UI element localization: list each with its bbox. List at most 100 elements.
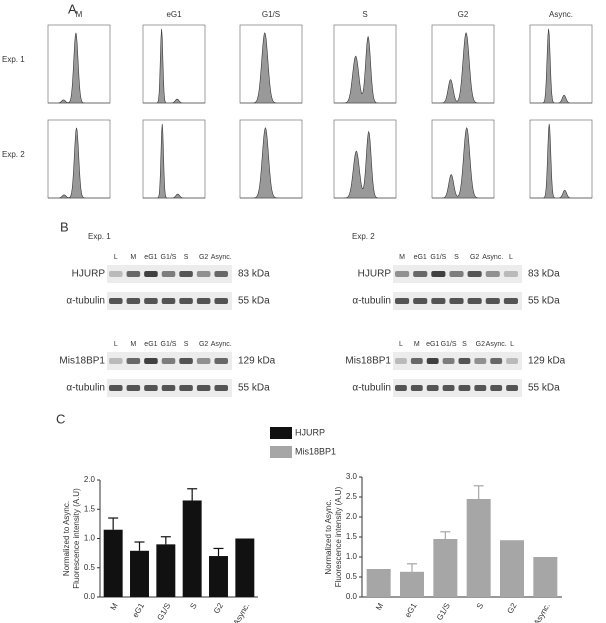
column-label: G1/S	[262, 10, 280, 19]
y-tick-label: 1.5	[346, 532, 358, 541]
lane-label: Async.	[482, 254, 503, 261]
band	[467, 298, 482, 304]
band	[161, 271, 176, 277]
band	[474, 385, 487, 391]
lane-label: L	[509, 254, 513, 261]
x-tick-label: Async.	[232, 602, 252, 623]
lane-label: Async.	[211, 341, 232, 348]
lane-label: G1/S	[161, 254, 177, 261]
y-tick-label: 0.0	[84, 592, 96, 601]
lane-label: M	[130, 341, 136, 348]
band	[503, 298, 518, 304]
band	[144, 358, 158, 364]
x-tick-label: G2	[505, 601, 518, 615]
x-tick-label: eG1	[403, 601, 419, 619]
lane-label: S	[184, 254, 189, 261]
panel-label: C	[56, 411, 65, 426]
histogram-frame	[142, 24, 206, 104]
lane-label: M	[414, 341, 420, 348]
band	[506, 385, 518, 391]
band	[179, 298, 193, 304]
legend-label: Mis18BP1	[295, 446, 336, 456]
bar	[182, 500, 202, 597]
band	[426, 358, 439, 364]
band	[161, 358, 176, 364]
size-label: 55 kDa	[528, 383, 560, 394]
band	[109, 298, 123, 304]
band	[485, 271, 500, 277]
band	[490, 385, 503, 391]
band	[161, 385, 176, 391]
x-tick-label: S	[188, 602, 198, 611]
band	[179, 271, 193, 277]
lane-label: G2	[199, 341, 208, 348]
band	[449, 298, 464, 304]
blot-title: Exp. 2	[352, 232, 375, 241]
band	[413, 271, 428, 277]
band	[179, 358, 193, 364]
x-tick-label: Async.	[532, 602, 552, 623]
histogram	[143, 28, 205, 104]
band	[395, 298, 410, 304]
histogram	[530, 28, 592, 104]
lane-label: G1/S	[161, 341, 177, 348]
panel-label: B	[60, 219, 69, 234]
band	[126, 298, 141, 304]
band	[214, 271, 228, 277]
legend-swatch	[270, 446, 292, 458]
x-tick-label: G1/S	[155, 602, 172, 622]
bar	[130, 550, 149, 597]
band	[126, 358, 141, 364]
size-label: 55 kDa	[238, 383, 270, 394]
histogram	[432, 127, 494, 199]
band	[490, 358, 503, 364]
lane-label: L	[399, 341, 403, 348]
band	[458, 358, 471, 364]
band	[442, 358, 455, 364]
lane-label: L	[510, 341, 514, 348]
band	[126, 385, 141, 391]
panel-label: A	[68, 1, 77, 16]
lane-label: G1/S	[441, 341, 457, 348]
band	[410, 385, 423, 391]
x-tick-label: S	[475, 602, 485, 611]
histogram	[334, 35, 396, 104]
band	[395, 385, 407, 391]
size-label: 129 kDa	[238, 356, 276, 367]
histogram-frame	[529, 119, 593, 199]
band	[109, 358, 123, 364]
x-tick-label: M	[109, 601, 120, 612]
row-label: Exp. 2	[2, 150, 25, 159]
band	[395, 358, 407, 364]
y-tick-label: 2.0	[346, 512, 358, 521]
band	[431, 271, 446, 277]
x-tick-label: G1/S	[435, 602, 452, 622]
y-tick-label: 0.5	[84, 563, 96, 572]
band	[442, 385, 455, 391]
band	[426, 385, 439, 391]
band	[126, 271, 141, 277]
bar	[156, 544, 176, 597]
band	[214, 385, 228, 391]
y-tick-label: 1.5	[84, 504, 96, 513]
band	[449, 271, 464, 277]
bar	[466, 499, 491, 597]
protein-label: α-tubulin	[66, 383, 105, 394]
histogram	[432, 32, 494, 104]
band	[458, 385, 471, 391]
y-axis-label: Fluorescence intensity (A.U)	[72, 488, 81, 589]
size-label: 129 kDa	[528, 356, 566, 367]
protein-label: Mis18BP1	[345, 356, 391, 367]
lane-label: eG1	[414, 254, 427, 261]
lane-label: Async.	[211, 254, 232, 261]
histogram-frame	[142, 119, 206, 199]
lane-label: M	[130, 254, 136, 261]
legend-label: HJURP	[295, 427, 325, 437]
band	[179, 385, 193, 391]
band	[109, 271, 123, 277]
band	[410, 358, 423, 364]
legend-swatch	[270, 427, 292, 439]
bar	[103, 529, 123, 597]
band	[161, 298, 176, 304]
band	[144, 385, 158, 391]
